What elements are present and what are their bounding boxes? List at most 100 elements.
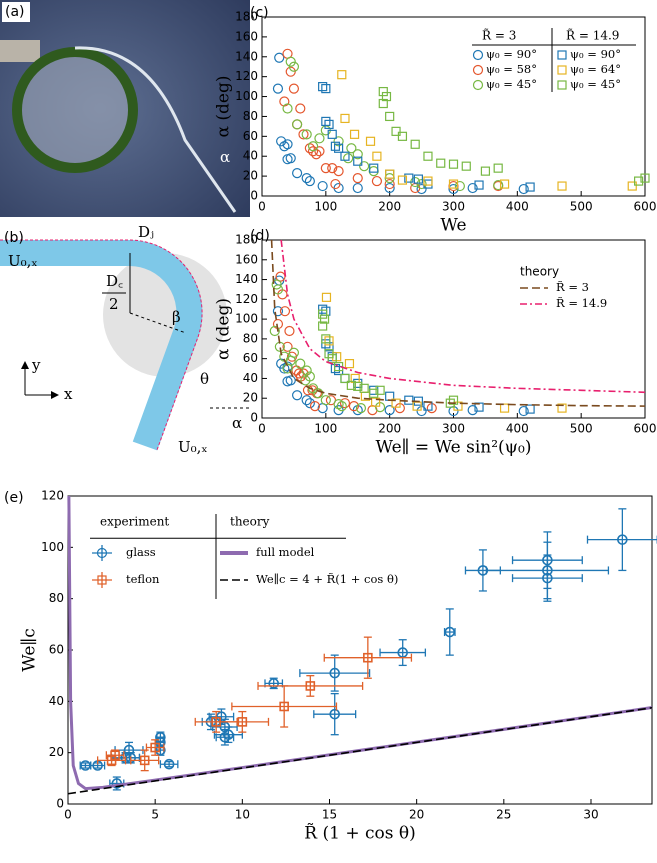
panel-label: (b)	[4, 230, 24, 246]
legend-label: ψ₀ = 90°	[570, 47, 621, 61]
y-tick-label: 160	[235, 29, 258, 43]
marker	[369, 388, 379, 398]
marker	[330, 363, 341, 374]
marker	[304, 371, 315, 382]
marker	[327, 354, 337, 364]
marker	[150, 742, 160, 753]
chart-panel: 0 5 10 15 20 25 30 0 20 40 60 80 100 120 R̃ (1 + cos θ…	[4, 489, 657, 844]
marker	[369, 163, 379, 173]
marker	[333, 136, 344, 147]
marker	[80, 760, 91, 771]
y-tick-label: 20	[49, 745, 64, 759]
marker	[284, 325, 295, 337]
marker	[371, 397, 381, 407]
marker	[397, 175, 408, 185]
marker	[282, 341, 293, 352]
marker	[359, 161, 370, 172]
x-tick-label: 20	[409, 808, 424, 822]
panel-label: (a)	[5, 4, 25, 20]
marker	[472, 79, 484, 91]
panel-label: (d)	[250, 228, 270, 244]
marker	[334, 143, 344, 153]
marker	[279, 141, 290, 152]
marker	[282, 376, 293, 387]
marker	[279, 363, 290, 374]
angle-label: θ	[200, 370, 209, 388]
marker	[472, 49, 484, 61]
legend-label: R̃ = 3	[556, 280, 589, 294]
marker	[444, 626, 456, 638]
marker	[110, 750, 120, 761]
y-tick-label: 20	[243, 391, 258, 405]
marker	[279, 96, 290, 107]
marker	[448, 183, 459, 195]
marker	[436, 158, 446, 168]
marker	[123, 744, 135, 756]
marker	[329, 708, 341, 720]
marker	[285, 66, 296, 77]
velocity-label: U₀,ₓ	[8, 252, 38, 270]
marker	[317, 180, 328, 192]
legend-label: full model	[256, 545, 315, 559]
marker	[288, 61, 300, 72]
marker	[324, 349, 334, 359]
marker	[237, 717, 248, 727]
marker	[493, 163, 503, 173]
marker	[288, 83, 300, 94]
y-tick-label: 60	[243, 129, 258, 143]
marker	[339, 398, 351, 409]
marker	[320, 163, 331, 174]
radius	[129, 312, 187, 334]
marker	[223, 729, 234, 741]
marker	[269, 325, 280, 337]
marker	[404, 173, 414, 183]
marker	[410, 139, 420, 149]
marker	[557, 181, 567, 191]
angle-label: β	[172, 308, 181, 326]
marker	[346, 380, 356, 390]
marker	[336, 401, 347, 412]
marker	[557, 80, 567, 90]
y-tick-label: 0	[250, 411, 258, 425]
marker	[499, 403, 510, 413]
legend-header: theory	[520, 265, 559, 279]
plot-frame	[261, 16, 646, 197]
marker	[305, 681, 316, 691]
y-axis-label: We∥c	[20, 628, 40, 672]
x-axis-label: We	[440, 216, 466, 236]
marker	[391, 398, 401, 408]
marker	[525, 404, 535, 414]
x-tick-label: 10	[235, 808, 250, 822]
marker	[353, 381, 363, 391]
marker	[375, 385, 385, 395]
marker	[330, 141, 341, 151]
legend-header: experiment	[100, 515, 169, 529]
angle-label: α	[232, 414, 242, 432]
marker	[318, 309, 328, 319]
marker	[155, 744, 166, 756]
marker	[272, 83, 284, 94]
x-tick-label: 5	[151, 808, 159, 822]
marker	[384, 404, 395, 416]
legend-label: R̃ = 14.9	[556, 296, 607, 310]
marker	[384, 178, 395, 190]
x-tick-label: 300	[442, 200, 465, 214]
y-tick-label: 20	[243, 169, 258, 183]
y-tick-label: 40	[49, 694, 64, 708]
y-tick-label: 180	[235, 233, 258, 247]
y-tick-label: 80	[243, 109, 258, 123]
marker	[385, 111, 395, 122]
y-tick-label: 140	[235, 49, 258, 63]
chart-panel: 0 100 200 300 400 500 600 0 20 40 60 80 100 120 140 160…	[214, 5, 657, 236]
x-tick-label: 500	[570, 200, 593, 214]
y-tick-label: 140	[235, 272, 258, 286]
legend-label: teflon	[126, 572, 160, 586]
marker	[321, 334, 331, 344]
marker	[292, 390, 303, 401]
marker	[333, 399, 344, 410]
marker	[295, 103, 306, 114]
marker	[272, 306, 284, 317]
marker	[318, 321, 328, 331]
marker	[363, 652, 373, 663]
